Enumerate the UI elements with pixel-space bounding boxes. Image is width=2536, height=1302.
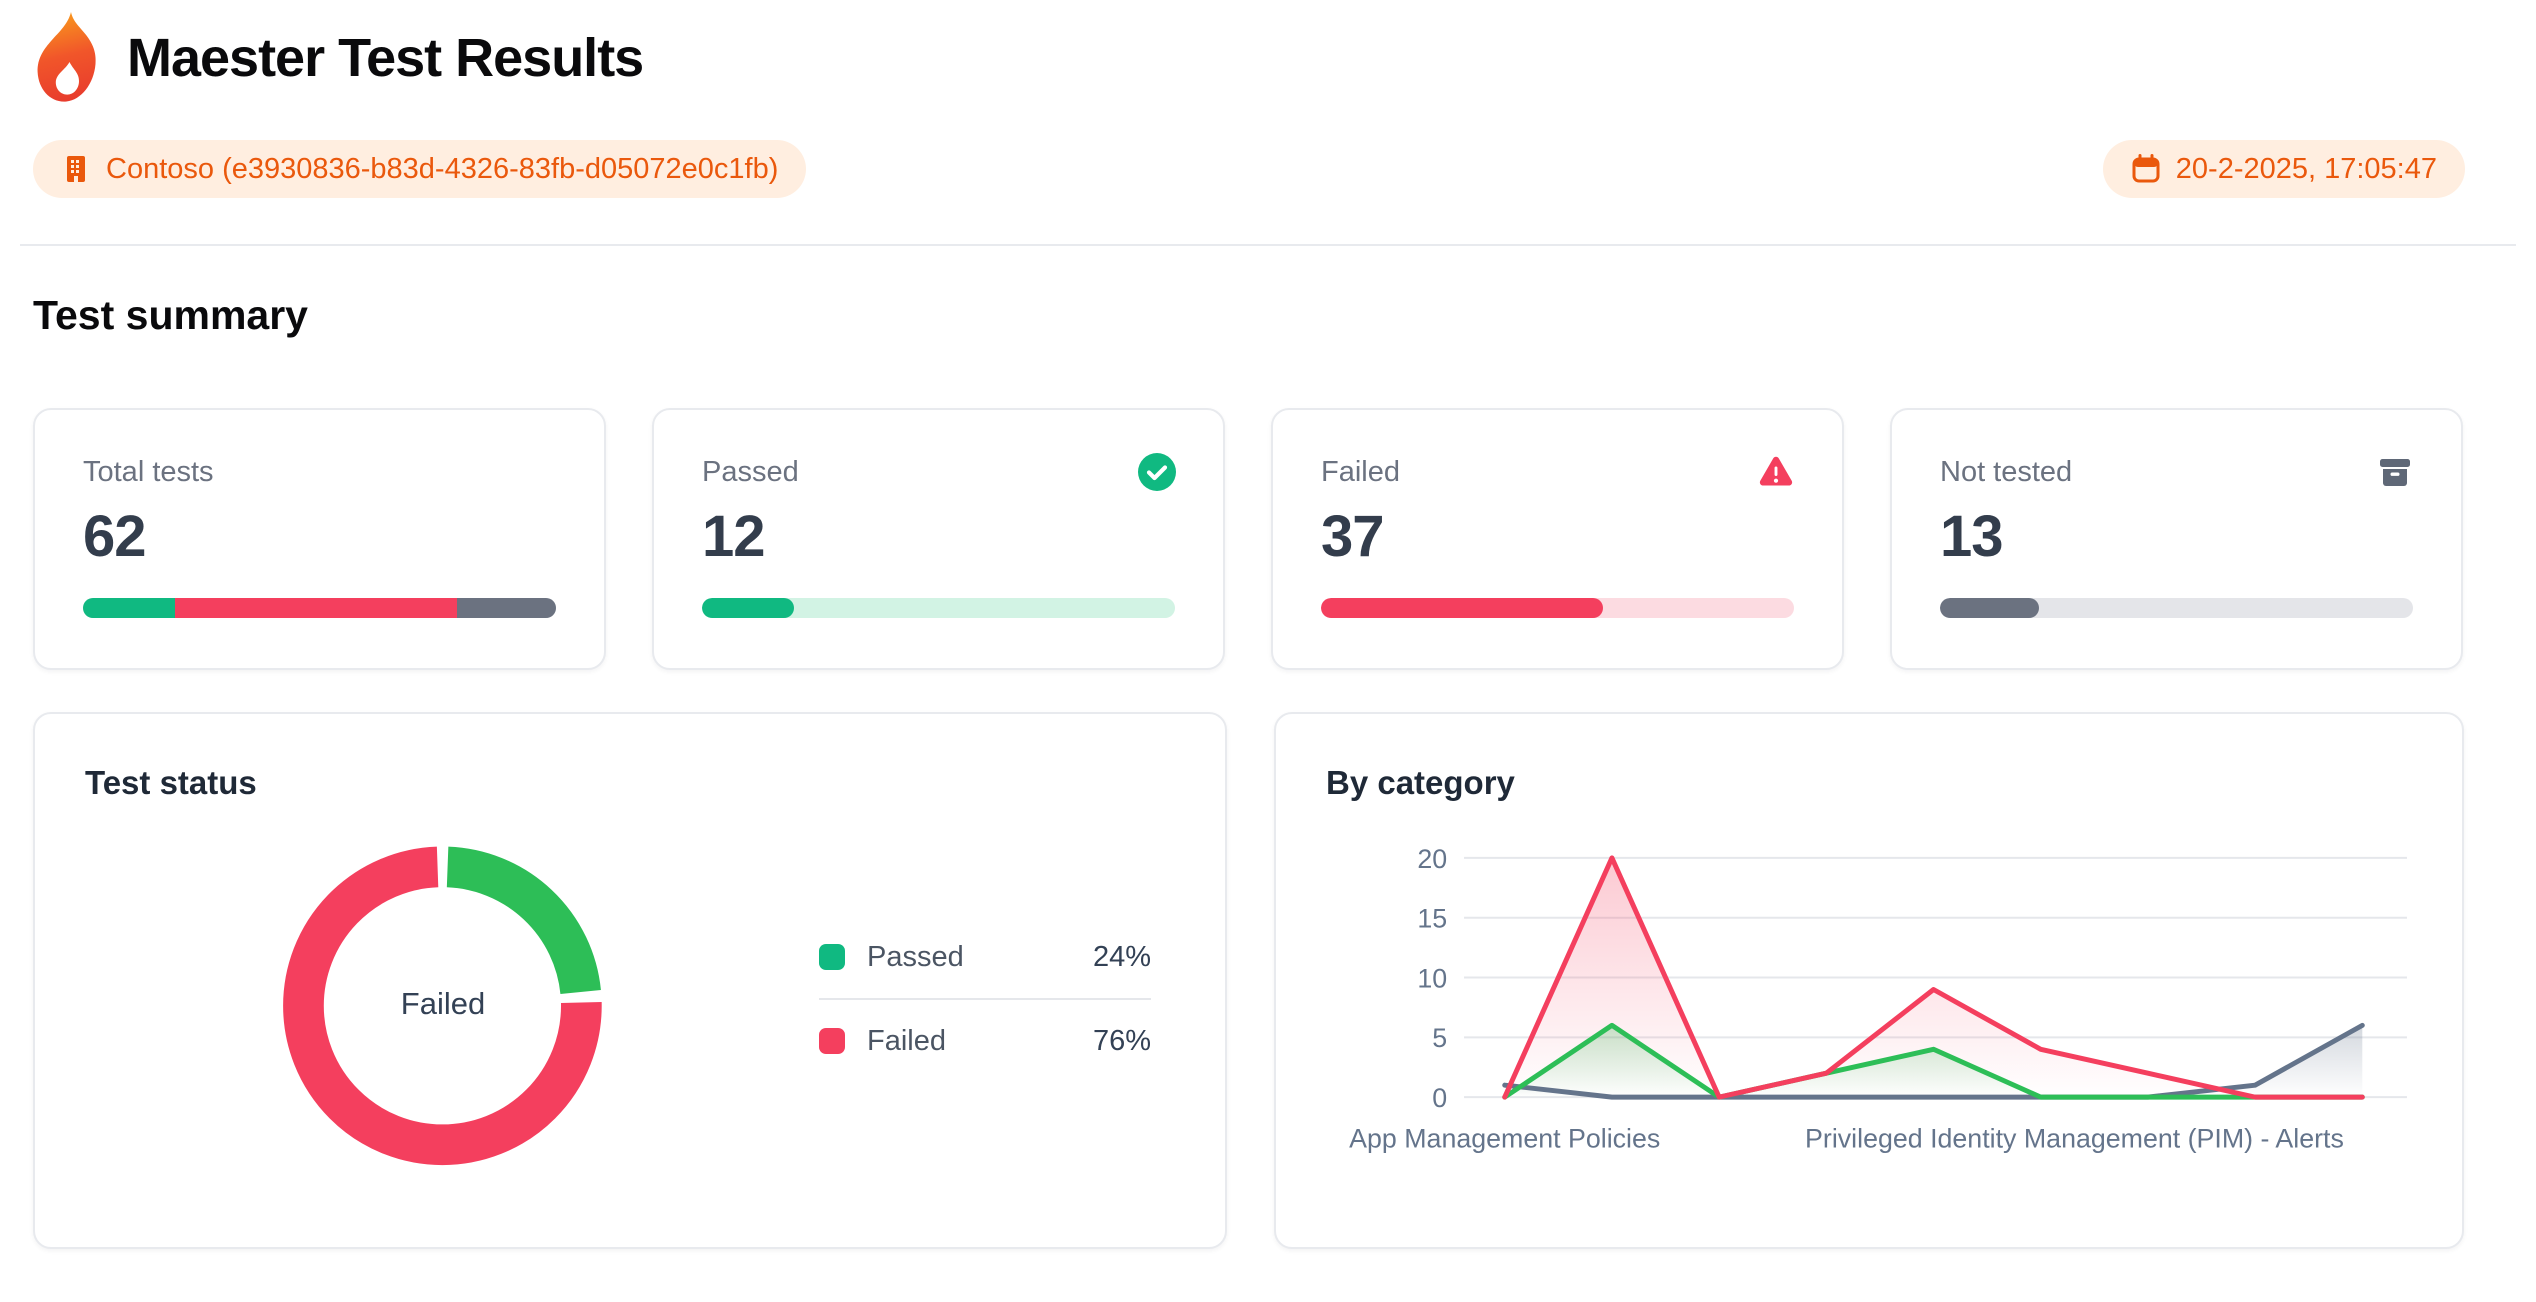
alert-triangle-icon [1756,452,1796,497]
donut-legend: Passed 24% Failed 76% [819,930,1151,1068]
stat-card-value: 13 [1940,504,2004,569]
stat-card-value: 62 [83,504,147,569]
category-line-chart: 0 5 10 15 20 App Management Policies Privilege… [1349,844,2407,1154]
check-circle-icon [1137,452,1177,497]
stat-card-label: Failed [1321,456,1400,488]
svg-text:10: 10 [1417,963,1447,993]
report-header: Maester Test Results [33,10,644,106]
test-status-card: Test status Failed Passed 24% Failed 76% [33,712,1227,1249]
report-date-label: 20-2-2025, 17:05:47 [2175,152,2437,185]
report-date-badge: 20-2-2025, 17:05:47 [2102,140,2465,198]
legend-swatch-passed [819,944,845,970]
maester-logo-flame-icon [37,12,96,102]
stat-card-label: Passed [702,456,799,488]
svg-text:Privileged Identity Management: Privileged Identity Management (PIM) - A… [1805,1124,2344,1154]
charts-row: Test status Failed Passed 24% Failed 76%… [0,712,2536,1249]
svg-text:15: 15 [1417,904,1447,934]
by-category-card: By category 0 5 10 15 20 App Management Polic… [1274,712,2464,1249]
test-summary-heading: Test summary [33,292,308,338]
stat-card-label: Not tested [1940,456,2073,488]
donut-chart [283,846,602,1166]
donut-center-label: Failed [400,986,486,1021]
archive-box-icon [2375,452,2415,497]
badges-row: Contoso (e3930836-b83d-4326-83fb-d05072e… [33,140,2465,198]
stat-card-value: 37 [1321,504,1385,569]
svg-text:5: 5 [1432,1023,1447,1053]
legend-value: 76% [1092,1024,1151,1057]
stat-card-failed: Failed 37 [1271,408,1844,670]
stat-card-label: Total tests [83,456,214,488]
section-divider [20,244,2516,246]
legend-divider [819,998,1151,1000]
stat-card-total-tests: Total tests 62 [33,408,606,670]
tenant-label: Contoso (e3930836-b83d-4326-83fb-d05072e… [106,152,779,185]
svg-text:0: 0 [1432,1083,1447,1113]
progress-bar-failed [1321,598,1794,618]
stat-card-not-tested: Not tested 13 [1890,408,2463,670]
legend-swatch-failed [819,1028,845,1054]
calendar-icon [2132,154,2160,183]
stat-cards-row: Total tests 62 Passed 12 Failed 37 [33,408,2463,670]
progress-bar-not-tested [1940,598,2413,618]
stat-card-value: 12 [702,504,766,569]
test-status-heading: Test status [85,764,257,801]
page-title: Maester Test Results [127,28,644,88]
tenant-badge: Contoso (e3930836-b83d-4326-83fb-d05072e… [33,140,807,198]
building-icon [67,156,85,182]
progress-bar-passed [702,598,1175,618]
legend-label: Passed [867,940,964,973]
legend-label: Failed [867,1024,946,1057]
svg-text:20: 20 [1417,844,1447,874]
svg-text:App Management Policies: App Management Policies [1349,1124,1660,1154]
legend-item-passed[interactable]: Passed 24% [819,930,1151,984]
stat-card-passed: Passed 12 [652,408,1225,670]
by-category-heading: By category [1326,764,1515,801]
progress-bar-total [83,598,556,618]
legend-item-failed[interactable]: Failed 76% [819,1014,1151,1068]
legend-value: 24% [1092,940,1151,973]
